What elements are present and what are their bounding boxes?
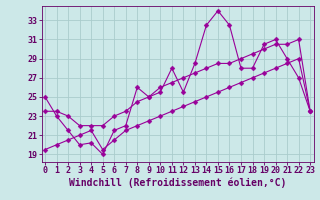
X-axis label: Windchill (Refroidissement éolien,°C): Windchill (Refroidissement éolien,°C) — [69, 178, 286, 188]
